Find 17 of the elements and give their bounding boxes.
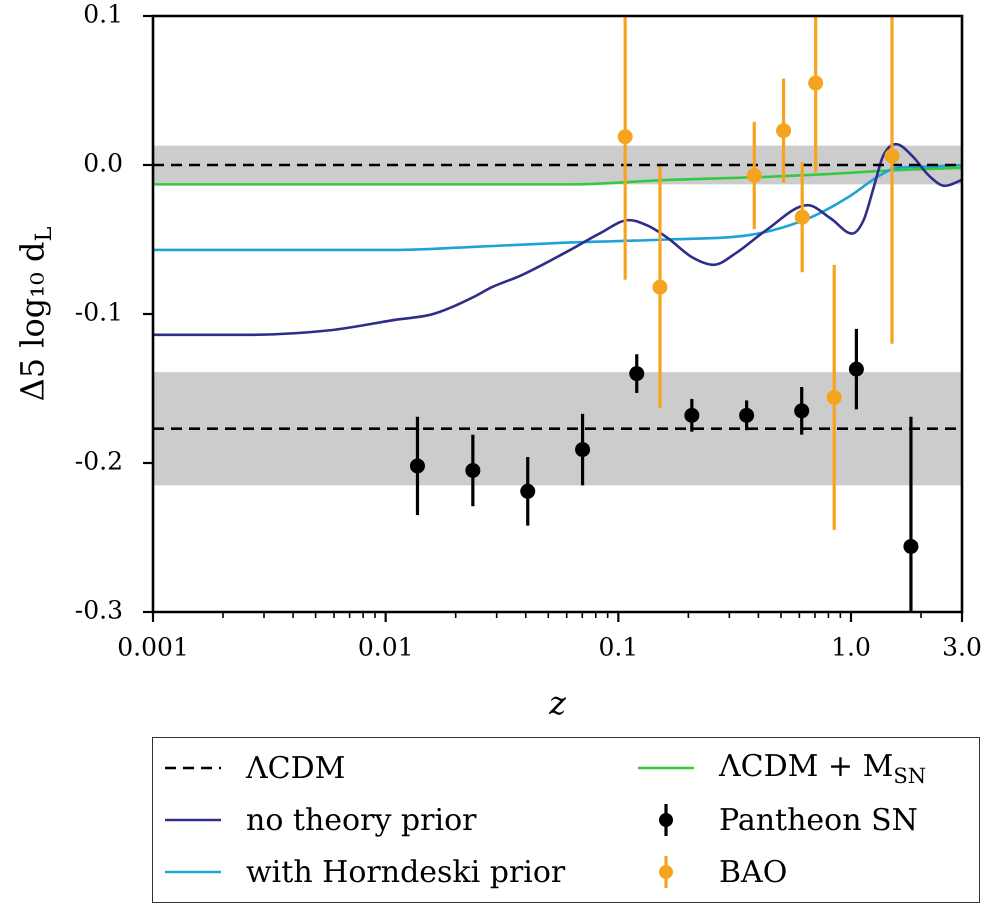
y-tick-label: -0.1 — [74, 298, 123, 326]
legend-label: Pantheon SN — [719, 802, 918, 838]
y-tick-label: 0.0 — [83, 148, 123, 178]
x-axis-title: z — [549, 684, 566, 722]
x-tick-label: 0.1 — [598, 632, 638, 662]
y-tick-label: -0.3 — [74, 596, 123, 624]
legend-label: ΛCDM + M$_{SN}$ — [719, 748, 926, 788]
y-tick-label: -0.2 — [74, 446, 123, 476]
x-tick-label: 0.01 — [358, 632, 414, 662]
x-tick-label: 3.0 — [942, 632, 982, 662]
x-tick-label: 0.001 — [117, 632, 189, 662]
legend-label: with Horndeski prior — [246, 854, 566, 890]
legend-label: no theory prior — [246, 802, 476, 838]
x-tick-label: 1.0 — [831, 632, 871, 662]
legend-label: ΛCDM — [246, 750, 346, 786]
y-tick-label: 0.1 — [83, 0, 123, 28]
legend-label: BAO — [719, 854, 788, 890]
